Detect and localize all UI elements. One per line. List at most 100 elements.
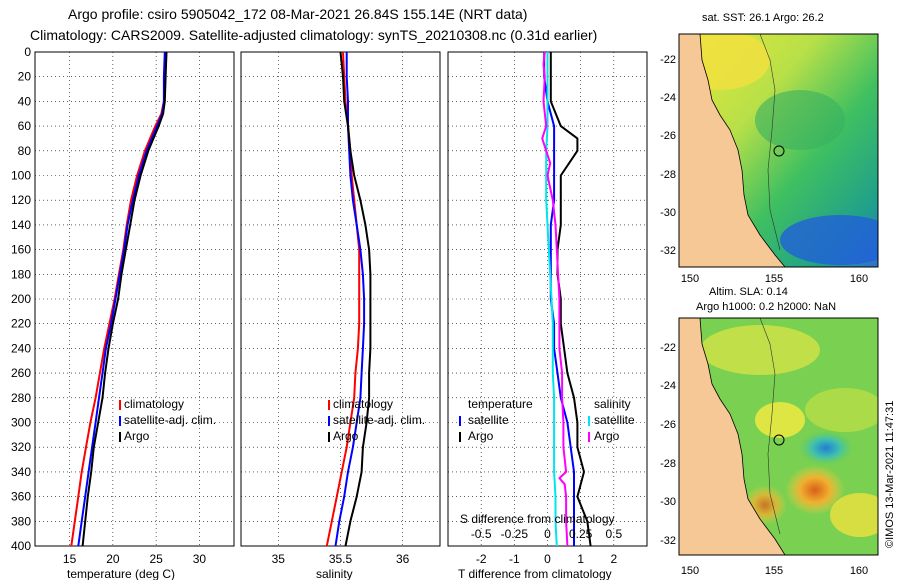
- s-diff-tick-label: 0.5: [605, 527, 622, 541]
- sla-map-title-line1: Altim. SLA: 0.14: [709, 286, 788, 298]
- t-diff-x-label: T difference from climatology: [458, 567, 612, 580]
- x-tick-label: 35.5: [329, 552, 353, 566]
- series-line-argo: [81, 51, 168, 547]
- temperature-x-ticks: 15 20 25 30: [63, 552, 206, 566]
- depth-tick-label: 60: [18, 119, 32, 133]
- x-tick-label: 2: [610, 552, 617, 566]
- lat-tick: -32: [660, 535, 676, 547]
- sla-cool-eddy: [798, 430, 854, 466]
- s-diff-tick-label: 0: [544, 527, 551, 541]
- x-tick-label: 0: [544, 552, 551, 566]
- x-tick-label: 15: [63, 552, 77, 566]
- sst-lon-ticks: 150 155 160: [681, 273, 868, 285]
- lat-tick: -22: [660, 342, 676, 354]
- imos-credit-text: ©IMOS 13-Mar-2021 11:47:31: [884, 401, 896, 548]
- series-line-argo: [339, 51, 372, 547]
- lat-tick: -24: [660, 380, 676, 392]
- t-legend-argo-label: Argo: [468, 429, 494, 443]
- depth-tick-label: 220: [11, 317, 31, 331]
- sst-map-title: sat. SST: 26.1 Argo: 26.2: [702, 12, 824, 24]
- lon-tick: 150: [681, 273, 699, 285]
- lat-tick: -24: [660, 92, 676, 104]
- lon-tick: 155: [765, 565, 783, 577]
- depth-tick-label: 240: [11, 341, 31, 355]
- salinity-curves: [325, 51, 372, 547]
- sla-lat-ticks: -22 -24 -26 -28 -30 -32: [660, 342, 676, 547]
- lat-tick: -28: [660, 458, 676, 470]
- sst-map-frame: [678, 33, 879, 268]
- lon-tick: 160: [850, 565, 868, 577]
- series-line-s-satellite: [545, 52, 558, 547]
- x-tick-label: 20: [106, 552, 120, 566]
- s-diff-x-ticks: -0.5 -0.25 0 0.25 0.5: [471, 527, 623, 541]
- sla-patch: [805, 388, 878, 432]
- s-legend-satellite-label: satellite: [594, 413, 635, 427]
- x-tick-label: 35: [272, 552, 286, 566]
- depth-tick-label: 140: [11, 218, 31, 232]
- s-legend-argo-label: Argo: [594, 429, 620, 443]
- temperature-legend: climatology satellite-adj. clim. Argo: [119, 397, 216, 443]
- depth-tick-label: 260: [11, 366, 31, 380]
- depth-tick-label: 280: [11, 391, 31, 405]
- lat-tick: -32: [660, 245, 676, 257]
- lat-tick: -26: [660, 419, 676, 431]
- depth-tick-label: 300: [11, 416, 31, 430]
- legend-climatology-label: climatology: [333, 397, 393, 411]
- lat-tick: -22: [660, 54, 676, 66]
- salinity-x-label: salinity: [316, 567, 353, 580]
- s-diff-x-label: S difference from climatology: [460, 512, 615, 526]
- s-diff-tick-label: -0.5: [471, 527, 492, 541]
- depth-tick-label: 200: [11, 292, 31, 306]
- sla-warm-eddy: [785, 465, 845, 515]
- sla-lon-ticks: 150 155 160: [681, 565, 868, 577]
- salinity-x-ticks: 35 35.5 36: [272, 552, 410, 566]
- salinity-panel: 35 35.5 36 salinity climatology satellite-…: [240, 51, 441, 580]
- x-tick-label: 36: [396, 552, 410, 566]
- temperature-plot-frame: [34, 51, 235, 547]
- sst-lat-ticks: -22 -24 -26 -28 -30 -32: [660, 54, 676, 257]
- difference-panel: -2 -1 0 1 2 -0.5 -0.25 0 0.25 0.5 T difference f…: [447, 51, 648, 580]
- t-diff-x-ticks: -2 -1 0 1 2: [476, 552, 618, 566]
- lon-tick: 155: [765, 273, 783, 285]
- temperature-panel: 15 20 25 30 0 20 40 60 80 100 120 140 160 180 200 220 2…: [11, 45, 235, 580]
- sst-mid-patch: [755, 90, 845, 150]
- depth-tick-label: 0: [24, 45, 31, 59]
- series-line-s-argo: [541, 51, 569, 547]
- lon-tick: 160: [850, 273, 868, 285]
- s-diff-tick-label: 0.25: [569, 527, 593, 541]
- sla-map: -22 -24 -26 -28 -30 -32 150 155 160: [660, 317, 879, 577]
- lon-tick: 150: [681, 565, 699, 577]
- legend-satellite-label: satellite-adj. clim.: [124, 413, 216, 427]
- depth-tick-label: 380: [11, 514, 31, 528]
- x-tick-label: -2: [476, 552, 487, 566]
- sla-map-frame: [678, 317, 879, 556]
- sst-isobath: [759, 34, 781, 251]
- depth-tick-label: 320: [11, 440, 31, 454]
- temperature-curves: [70, 51, 168, 547]
- sst-cool-patch: [780, 215, 878, 265]
- lat-tick: -28: [660, 169, 676, 181]
- x-tick-label: -1: [509, 552, 520, 566]
- sla-isobath: [759, 318, 781, 535]
- series-line-satellite-adj-clim-: [77, 51, 166, 547]
- sla-patch: [755, 402, 805, 438]
- sla-map-title-line2: Argo h1000: 0.2 h2000: NaN: [696, 301, 837, 313]
- depth-tick-label: 20: [18, 70, 32, 84]
- x-tick-label: 30: [193, 552, 207, 566]
- sla-argo-location-marker: [773, 434, 785, 446]
- depth-tick-label: 180: [11, 267, 31, 281]
- s-legend-title: salinity: [594, 397, 631, 411]
- t-legend-satellite-label: satellite: [468, 413, 509, 427]
- x-tick-label: 1: [577, 552, 584, 566]
- depth-tick-label: 100: [11, 169, 31, 183]
- salinity-plot-frame: [240, 51, 441, 547]
- s-diff-legend: salinity satellite Argo: [588, 397, 635, 443]
- sla-patch: [830, 493, 878, 537]
- depth-tick-label: 400: [11, 539, 31, 553]
- lat-tick: -30: [660, 207, 676, 219]
- sla-patch: [700, 325, 820, 375]
- sst-argo-location-marker: [773, 145, 785, 157]
- depth-tick-label: 360: [11, 490, 31, 504]
- chart-title-line1: Argo profile: csiro 5905042_172 08-Mar-2…: [68, 6, 528, 22]
